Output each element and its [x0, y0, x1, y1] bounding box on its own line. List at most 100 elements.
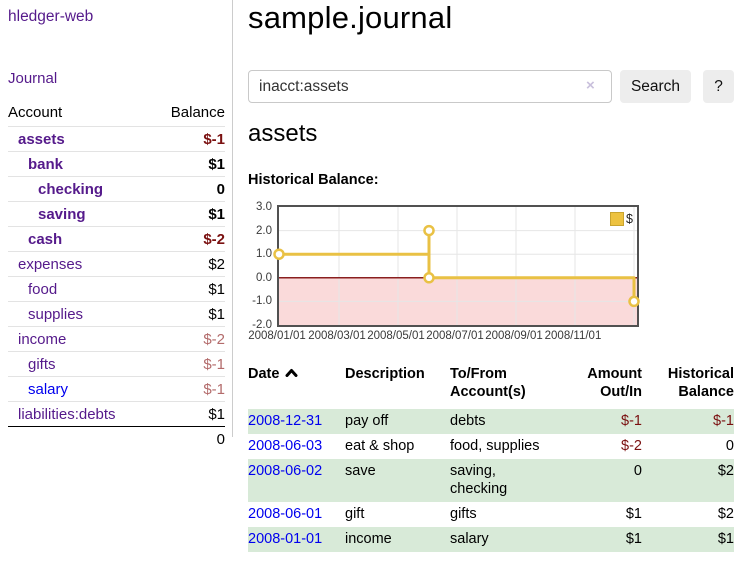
account-balance: $-1	[203, 130, 225, 148]
account-link-assets[interactable]: assets	[18, 130, 65, 148]
x-tick-label: 2008/03/01	[308, 330, 366, 342]
y-tick-label: -1.0	[252, 295, 272, 308]
account-row: expenses $2	[8, 251, 225, 276]
transaction-accounts: food, supplies	[450, 438, 540, 454]
transaction-description: income	[345, 531, 392, 547]
column-header-description: Description	[345, 366, 425, 382]
account-balance: $1	[208, 155, 225, 173]
account-link-checking[interactable]: checking	[38, 180, 104, 198]
accounts-table-header: Account Balance	[8, 98, 225, 126]
x-tick-label: 2008/07/01	[426, 330, 484, 342]
accounts-table: Account Balance assets $-1 bank $1 check…	[8, 98, 225, 451]
search-button[interactable]: Search	[620, 70, 691, 103]
account-balance: $1	[208, 280, 225, 298]
transaction-amount: 0	[633, 463, 642, 479]
transaction-row: 2008-06-01 gift gifts $1 $2	[248, 502, 734, 527]
y-tick-label: 2.0	[256, 224, 272, 237]
account-link-bank[interactable]: bank	[28, 155, 64, 173]
sidebar: hledger-web Journal Account Balance asse…	[0, 0, 233, 448]
transaction-balance: $2	[717, 506, 734, 522]
transaction-balance: $2	[717, 463, 734, 479]
balance-column-header: Balance	[170, 103, 225, 121]
account-row: food $1	[8, 276, 225, 301]
x-tick-label: 2008/09/01	[485, 330, 543, 342]
account-balance: $-2	[203, 230, 225, 248]
account-balance: $2	[208, 255, 225, 273]
historical-balance-chart: 3.0 2.0 1.0 0.0 -1.0 -2.0	[248, 199, 640, 345]
account-heading: assets	[248, 120, 318, 147]
column-header-date[interactable]: Date	[248, 363, 345, 409]
transaction-description: eat & shop	[345, 438, 415, 454]
account-row: salary $-1	[8, 376, 225, 401]
transaction-description: pay off	[345, 413, 389, 429]
plot-area: $	[273, 205, 640, 327]
legend-swatch-icon	[610, 212, 625, 226]
sort-ascending-icon	[285, 369, 298, 377]
account-balance: $-1	[203, 355, 225, 373]
account-link-salary[interactable]: salary	[28, 380, 69, 398]
data-point-markers	[273, 224, 640, 308]
account-link-income[interactable]: income	[18, 330, 67, 348]
transaction-date-link[interactable]: 2008-06-01	[248, 506, 323, 522]
account-row: bank $1	[8, 151, 225, 176]
sidebar-item-journal[interactable]: Journal	[8, 70, 58, 87]
y-tick-label: 3.0	[256, 201, 272, 213]
accounts-total-row: 0	[8, 426, 225, 451]
y-tick-label: -2.0	[252, 319, 272, 331]
transactions-header-row: Date Description To/From Account(s) Amou…	[248, 363, 734, 409]
account-row: saving $1	[8, 201, 225, 226]
accounts-total-balance: 0	[216, 430, 225, 448]
account-link-saving[interactable]: saving	[38, 205, 86, 223]
transaction-accounts: gifts	[450, 506, 477, 522]
transaction-balance: $-1	[713, 413, 734, 429]
transaction-description: gift	[345, 506, 365, 522]
account-link-cash[interactable]: cash	[28, 230, 63, 248]
search-input[interactable]	[248, 70, 612, 103]
app-brand-link[interactable]: hledger-web	[8, 8, 94, 25]
account-link-supplies[interactable]: supplies	[28, 305, 84, 323]
help-button[interactable]: ?	[703, 70, 734, 103]
transaction-date-link[interactable]: 2008-01-01	[248, 531, 323, 547]
x-tick-label: 2008/11/01	[544, 330, 602, 342]
account-balance: $1	[208, 405, 225, 423]
account-row: checking 0	[8, 176, 225, 201]
clear-search-icon[interactable]: ×	[586, 77, 595, 94]
account-row: liabilities:debts $1	[8, 401, 225, 426]
chart-section-label: Historical Balance:	[248, 172, 379, 188]
account-link-liabilities-debts[interactable]: liabilities:debts	[18, 405, 116, 423]
account-link-food[interactable]: food	[28, 280, 58, 298]
transaction-amount: $1	[625, 506, 642, 522]
transaction-accounts: debts	[450, 413, 486, 429]
transaction-row: 2008-12-31 pay off debts $-1 $-1	[248, 409, 734, 434]
transaction-row: 2008-06-03 eat & shop food, supplies $-2…	[248, 434, 734, 459]
account-row: supplies $1	[8, 301, 225, 326]
account-balance: 0	[216, 180, 225, 198]
x-tick-label: 2008/05/01	[367, 330, 425, 342]
transactions-table: Date Description To/From Account(s) Amou…	[248, 363, 734, 552]
column-header-accounts: To/From Account(s)	[450, 366, 526, 400]
date-header-label: Date	[248, 366, 280, 382]
account-link-expenses[interactable]: expenses	[18, 255, 83, 273]
transaction-date-link[interactable]: 2008-06-02	[248, 463, 323, 479]
balance-series-line	[279, 229, 636, 302]
main-content: sample.journal × Search ? assets Histori…	[248, 0, 735, 582]
transaction-balance: 0	[725, 438, 734, 454]
plot-canvas	[273, 207, 640, 325]
account-column-header: Account	[8, 103, 63, 121]
transaction-date-link[interactable]: 2008-06-03	[248, 438, 323, 454]
transaction-amount: $-1	[621, 413, 642, 429]
transaction-accounts: salary	[450, 531, 489, 547]
account-link-gifts[interactable]: gifts	[28, 355, 56, 373]
transaction-date-link[interactable]: 2008-12-31	[248, 413, 323, 429]
page-title: sample.journal	[248, 0, 453, 35]
account-balance: $-2	[203, 330, 225, 348]
x-tick-label: 2008/01/01	[248, 330, 306, 342]
y-tick-label: 1.0	[256, 248, 272, 261]
account-row: income $-2	[8, 326, 225, 351]
account-row: gifts $-1	[8, 351, 225, 376]
transaction-amount: $-2	[621, 438, 642, 454]
transaction-description: save	[345, 463, 376, 479]
chart-legend: $	[610, 212, 633, 226]
y-tick-label: 0.0	[256, 271, 272, 284]
